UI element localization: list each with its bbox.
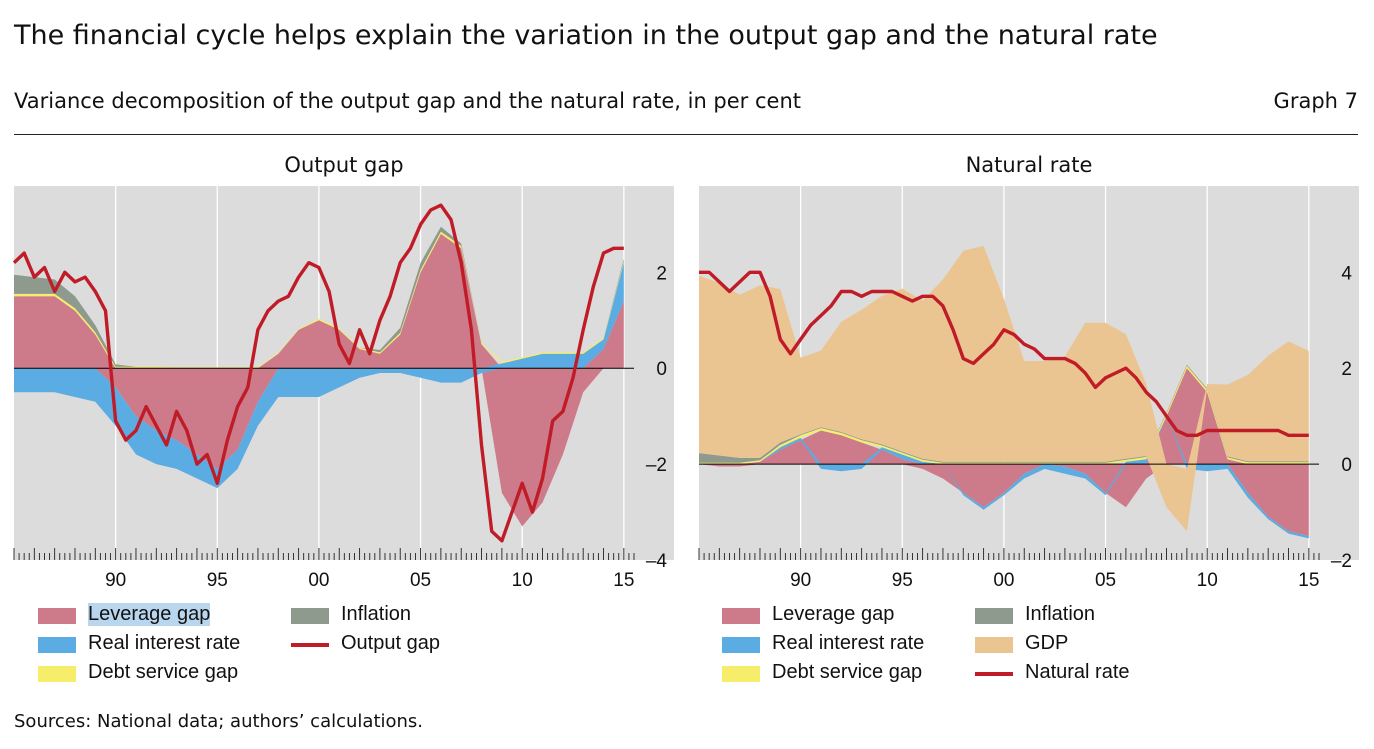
x-tick-label: 00 [308, 570, 329, 591]
legend-label: Debt service gap [88, 661, 239, 683]
x-tick-label: 00 [993, 570, 1014, 591]
y-tick-label: –2 [646, 455, 667, 476]
legend-label: Natural rate [1025, 661, 1130, 683]
legend-label: Leverage gap [772, 603, 895, 625]
legend-swatch-natural-rate-line [975, 672, 1013, 676]
legend-swatch-inflation [975, 608, 1013, 624]
legend-swatch-debt-service [722, 666, 760, 682]
line-output-gap [12, 203, 624, 543]
legend-label: GDP [1025, 632, 1069, 654]
y-tick-label: 2 [656, 263, 667, 284]
legend-swatch-inflation [291, 608, 329, 624]
x-tick-label: 10 [1197, 570, 1218, 591]
x-tick-label: 15 [1298, 570, 1319, 591]
area-real-interest-rate [14, 262, 624, 489]
legend-label: Debt service gap [772, 661, 923, 683]
x-tick-label: 05 [1095, 570, 1116, 591]
legend-label: Inflation [341, 603, 412, 625]
x-tick-label: 95 [207, 570, 228, 591]
legend-label: Leverage gap [88, 603, 211, 626]
panel-title-natural-rate: Natural rate [965, 153, 1093, 177]
legend-label: Real interest rate [88, 632, 241, 654]
x-tick-label: 15 [613, 570, 634, 591]
legend-label: Output gap [341, 632, 440, 654]
graph-number: Graph 7 [1273, 89, 1358, 113]
legend-swatch-real-rate [38, 637, 76, 653]
y-tick-label: 0 [1341, 455, 1352, 476]
legend-label: Real interest rate [772, 632, 925, 654]
area-leverage-gap [699, 368, 1309, 536]
y-tick-label: 4 [1341, 263, 1352, 284]
x-tick-label: 05 [410, 570, 431, 591]
x-tick-label: 90 [105, 570, 126, 591]
x-tick-label: 90 [790, 570, 811, 591]
legend-swatch-gdp [975, 637, 1013, 653]
legend-label: Inflation [1025, 603, 1096, 625]
panel-title-output-gap: Output gap [284, 153, 404, 177]
area-gdp [699, 245, 1309, 532]
chart-subtitle: Variance decomposition of the output gap… [14, 89, 801, 113]
legend-swatch-output-gap-line [291, 643, 329, 647]
chart-title: The financial cycle helps explain the va… [14, 20, 1158, 51]
header-rule [14, 134, 1358, 135]
legend-swatch-leverage [38, 608, 76, 624]
sources-note: Sources: National data; authors’ calcula… [14, 711, 424, 732]
legend-swatch-debt-service [38, 666, 76, 682]
legend-swatch-leverage [722, 608, 760, 624]
y-tick-label: –4 [646, 551, 668, 572]
area-leverage-gap [14, 233, 624, 527]
chart-panel-natural-rate: 90 95 00 05 10 15 4 2 0 –2 [698, 186, 1359, 591]
y-tick-label: 0 [656, 359, 667, 380]
x-tick-label: 10 [512, 570, 533, 591]
legend-swatch-real-rate [722, 637, 760, 653]
y-tick-label: –2 [1331, 551, 1352, 572]
y-tick-label: 2 [1341, 359, 1352, 380]
line-natural-rate [699, 270, 1309, 437]
x-tick-label: 95 [892, 570, 913, 591]
